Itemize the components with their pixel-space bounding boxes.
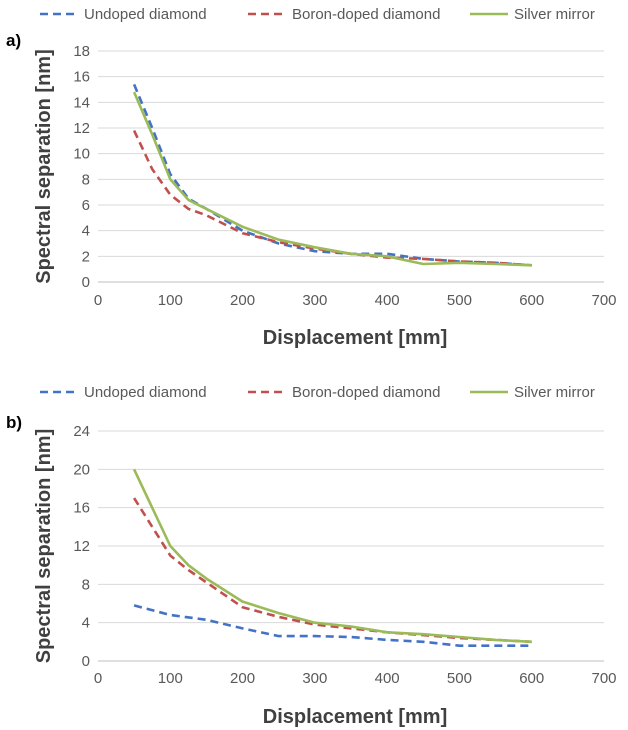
x-tick-label: 600 — [519, 292, 544, 309]
x-tick-label: 700 — [591, 292, 616, 309]
series-line-3 — [132, 468, 532, 644]
y-tick-label: 0 — [82, 274, 90, 291]
y-tick-label: 2 — [82, 248, 90, 265]
y-tick-label: 20 — [73, 461, 90, 478]
series-line-1 — [133, 604, 532, 648]
legend: Undoped diamond Boron-doped diamond Silver… — [40, 6, 595, 23]
y-tick-label: 12 — [73, 538, 90, 555]
legend-label-3: Silver mirror — [514, 6, 595, 23]
series-line-1 — [132, 83, 532, 267]
y-tick-label: 12 — [73, 120, 90, 137]
x-tick-label: 700 — [591, 670, 616, 687]
x-tick-label: 0 — [94, 292, 102, 309]
legend-label-1: Undoped diamond — [84, 384, 207, 401]
panel-label: a) — [6, 31, 21, 50]
y-tick-label: 14 — [73, 94, 90, 111]
x-tick-label: 200 — [230, 292, 255, 309]
x-tick-label: 600 — [519, 670, 544, 687]
legend: Undoped diamond Boron-doped diamond Silver… — [40, 384, 595, 401]
x-axis-title: Displacement [mm] — [263, 327, 448, 349]
x-tick-label: 300 — [302, 670, 327, 687]
y-tick-label: 0 — [82, 653, 90, 670]
x-axis-title: Displacement [mm] — [263, 706, 448, 728]
series-line-3 — [132, 91, 532, 267]
y-tick-label: 10 — [73, 146, 90, 163]
x-tick-label: 400 — [375, 670, 400, 687]
x-tick-label: 0 — [94, 670, 102, 687]
x-tick-label: 500 — [447, 292, 472, 309]
y-tick-label: 16 — [73, 69, 90, 86]
y-tick-label: 16 — [73, 500, 90, 517]
x-tick-label: 400 — [375, 292, 400, 309]
legend-label-3: Silver mirror — [514, 384, 595, 401]
y-axis-title: Spectral separation [nm] — [33, 429, 55, 664]
legend-label-2: Boron-doped diamond — [292, 6, 440, 23]
legend-label-1: Undoped diamond — [84, 6, 207, 23]
x-tick-label: 200 — [230, 670, 255, 687]
y-tick-label: 6 — [82, 197, 90, 214]
x-tick-label: 300 — [302, 292, 327, 309]
y-tick-label: 24 — [73, 423, 90, 440]
x-tick-label: 100 — [158, 292, 183, 309]
y-tick-label: 8 — [82, 171, 90, 188]
y-tick-label: 18 — [73, 43, 90, 60]
chart-panel-2: 0 4 8 12 16 20 24 0 100 200 300 400 500 600 700 Displac… — [6, 384, 617, 728]
y-tick-label: 4 — [82, 223, 90, 240]
legend-label-2: Boron-doped diamond — [292, 384, 440, 401]
panel-label: b) — [6, 413, 22, 432]
x-tick-label: 100 — [158, 670, 183, 687]
x-tick-label: 500 — [447, 670, 472, 687]
y-tick-label: 4 — [82, 615, 90, 632]
series-line-2 — [132, 130, 532, 267]
chart-panel-1: 0 2 4 6 8 10 12 14 16 18 0 100 200 300 400 500 600 700 Dis… — [6, 6, 617, 349]
y-axis-title: Spectral separation [nm] — [33, 49, 55, 284]
y-tick-label: 8 — [82, 576, 90, 593]
